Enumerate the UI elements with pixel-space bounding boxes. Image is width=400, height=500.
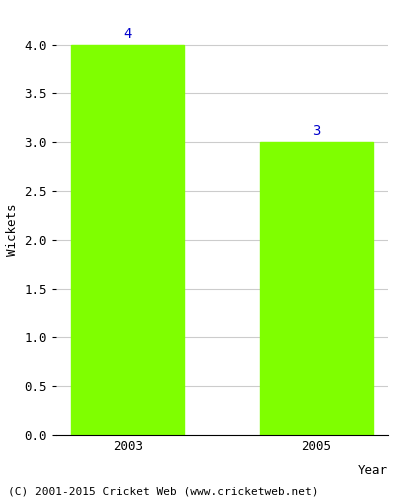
Text: Year: Year	[358, 464, 388, 476]
Text: 4: 4	[124, 26, 132, 40]
Bar	[71, 44, 184, 435]
Text: 3: 3	[312, 124, 320, 138]
Bar	[260, 142, 373, 435]
Text: (C) 2001-2015 Cricket Web (www.cricketweb.net): (C) 2001-2015 Cricket Web (www.cricketwe…	[8, 487, 318, 497]
Y-axis label: Wickets: Wickets	[6, 204, 19, 256]
